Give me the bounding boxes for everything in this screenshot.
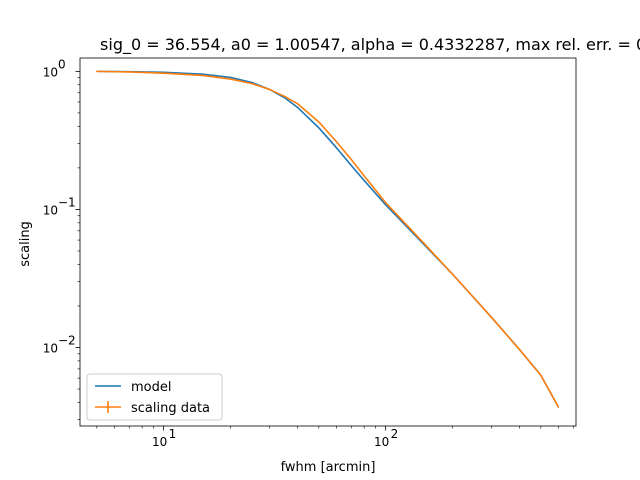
y-tick-label-exponent: −2 (58, 333, 76, 347)
data-point-scaling-data (283, 95, 286, 97)
plot-area (96, 70, 560, 408)
legend: model scaling data (86, 373, 223, 421)
data-point-scaling-data (540, 374, 542, 376)
x-tick-label-exponent: 1 (169, 427, 177, 441)
data-point-model (202, 73, 204, 75)
data-point-scaling-data (128, 71, 130, 73)
data-point-scaling-data (350, 158, 352, 161)
y-tick-label: 10 (43, 341, 58, 355)
data-point-scaling-data (363, 175, 365, 177)
data-point-scaling-data (424, 243, 426, 245)
data-point-scaling-data (163, 72, 165, 74)
x-axis-label: fwhm [arcmin] (281, 460, 376, 475)
data-point-scaling-data (96, 70, 98, 72)
data-point-model (318, 127, 320, 129)
legend-label: scaling data (131, 401, 210, 416)
x-tick-label: 10 (374, 435, 389, 449)
y-tick-label-exponent: 0 (58, 57, 66, 71)
x-tick-label: 10 (152, 435, 167, 449)
data-point-model (296, 106, 298, 108)
data-point-scaling-data (518, 348, 520, 350)
data-point-model (229, 76, 232, 78)
y-axis-label: scaling (18, 221, 33, 267)
y-tick-label: 10 (43, 203, 58, 217)
x-tick-label-exponent: 2 (391, 427, 399, 441)
data-point-scaling-data (251, 83, 253, 85)
data-point-model (363, 179, 365, 182)
legend-label: model (131, 380, 171, 395)
data-point-scaling-data (296, 102, 298, 105)
data-point-model (350, 164, 352, 167)
data-point-scaling-data (229, 78, 232, 80)
y-tick-label: 10 (43, 65, 58, 79)
axes-frame (79, 57, 577, 427)
data-point-scaling-data (335, 141, 338, 143)
data-point-scaling-data (385, 202, 387, 204)
data-point-scaling-data (318, 121, 320, 123)
y-tick-label-exponent: −1 (58, 195, 76, 209)
chart-title: sig_0 = 36.554, a0 = 1.00547, alpha = 0.… (100, 35, 640, 55)
data-point-model (335, 147, 338, 149)
data-point-scaling-data (557, 406, 560, 408)
data-point-scaling-data (451, 273, 454, 275)
data-point-model (385, 204, 387, 206)
data-point-scaling-data (490, 316, 493, 319)
data-point-scaling-data (268, 88, 271, 91)
series-group (96, 70, 560, 408)
series-line-scaling-data (96, 70, 560, 408)
data-point-scaling-data (202, 74, 204, 77)
